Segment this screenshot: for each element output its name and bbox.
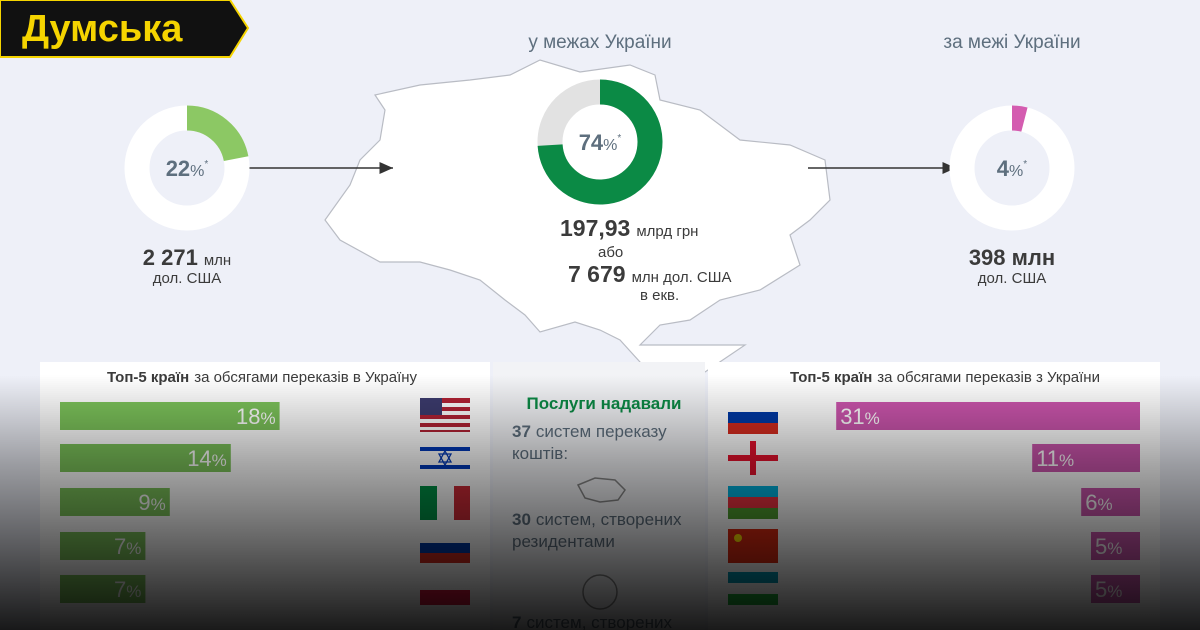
donut-label: 4%*	[997, 156, 1027, 181]
bar-value: 14	[187, 446, 211, 471]
amount-value: 7 679	[568, 261, 626, 287]
brand-badge	[0, 0, 250, 58]
percent-sign: %	[1059, 451, 1074, 470]
service-item: 30 систем, створених	[512, 510, 682, 529]
bar-value: 5	[1095, 577, 1107, 602]
percent-sign: %	[603, 137, 617, 154]
donut-value: 74	[579, 130, 604, 155]
service-item: 37 систем переказу	[512, 422, 667, 441]
percent-sign: %	[126, 539, 141, 558]
service-text: коштів:	[512, 444, 568, 463]
service-text: резидентами	[512, 532, 615, 551]
percent-sign: %	[212, 451, 227, 470]
bar	[836, 402, 1140, 430]
panel-title: Топ-5 країн за обсягами переказів з Украї…	[790, 369, 1100, 386]
service-text: систем, створених	[536, 510, 682, 529]
percent-sign: %	[1107, 539, 1122, 558]
amount-unit: млн	[204, 252, 231, 269]
title-rest: за обсягами переказів в Україну	[194, 369, 417, 386]
service-item: 7 систем, створених	[512, 613, 673, 630]
bar-value: 11	[1036, 446, 1059, 471]
amount-value: 197,93	[560, 215, 630, 241]
note: в екв.	[640, 287, 679, 304]
amount-value: 398 млн	[969, 245, 1055, 270]
flag-israel	[420, 443, 470, 473]
amount: 7 679 млн дол. США	[568, 261, 732, 287]
amount: 197,93 млрд грн	[560, 215, 698, 241]
percent-sign: %	[1107, 582, 1122, 601]
bar-value: 31	[840, 404, 864, 429]
donut-arc	[186, 105, 249, 162]
percent-sign: %	[151, 495, 166, 514]
footnote: *	[617, 133, 621, 144]
donut-label: 22%*	[166, 156, 209, 181]
service-text: систем, створених	[526, 613, 672, 630]
amount-unit: млрд грн	[636, 223, 698, 240]
amount-value: 2 271	[143, 245, 198, 270]
title-bold: Топ-5 країн	[790, 369, 872, 386]
service-count: 7	[512, 613, 521, 630]
donut-title: за межі України	[943, 32, 1080, 53]
service-count: 30	[512, 510, 531, 529]
percent-sign: %	[865, 409, 880, 428]
donut-arc	[537, 79, 663, 205]
currency: дол. США	[978, 270, 1046, 287]
flag-uzbekistan	[728, 572, 778, 605]
footnote: *	[204, 159, 208, 170]
flag-russia	[420, 533, 470, 563]
amount-unit: млн дол. США	[632, 269, 732, 286]
percent-sign: %	[126, 582, 141, 601]
flag-russia	[728, 401, 778, 434]
bar-value: 6	[1085, 490, 1097, 515]
bar-value: 9	[138, 490, 150, 515]
donut-value: 4	[997, 156, 1010, 181]
connector: або	[598, 244, 623, 261]
flag-poland	[420, 575, 470, 605]
services-title: Послуги надавали	[526, 394, 681, 413]
flag-georgia	[728, 441, 778, 475]
map-ukraine	[324, 59, 831, 393]
donut-value: 22	[166, 156, 190, 181]
title-bold: Топ-5 країн	[107, 369, 189, 386]
panel-title: Топ-5 країн за обсягами переказів в Украї…	[107, 369, 418, 386]
bar-value: 18	[236, 404, 260, 429]
flag-china	[728, 529, 778, 563]
service-count: 37	[512, 422, 531, 441]
bar-value: 7	[114, 577, 126, 602]
percent-sign: %	[260, 409, 275, 428]
amount: 2 271 млн	[143, 245, 231, 270]
brand: Думська	[22, 8, 183, 50]
bar-value: 5	[1095, 534, 1107, 559]
flag-italy	[420, 486, 470, 520]
bar-value: 7	[114, 534, 126, 559]
donut-arc	[1011, 105, 1028, 132]
donut-label: 74%*	[579, 130, 622, 155]
currency: дол. США	[153, 270, 221, 287]
percent-sign: %	[190, 163, 204, 180]
service-text: систем переказу	[536, 422, 667, 441]
percent-sign: %	[1009, 163, 1023, 180]
flag-usa	[420, 398, 470, 432]
flag-azerbaijan	[728, 486, 778, 519]
percent-sign: %	[1097, 495, 1112, 514]
donut-title: у межах України	[528, 32, 671, 53]
title-rest: за обсягами переказів з України	[877, 369, 1100, 386]
footnote: *	[1023, 159, 1027, 170]
